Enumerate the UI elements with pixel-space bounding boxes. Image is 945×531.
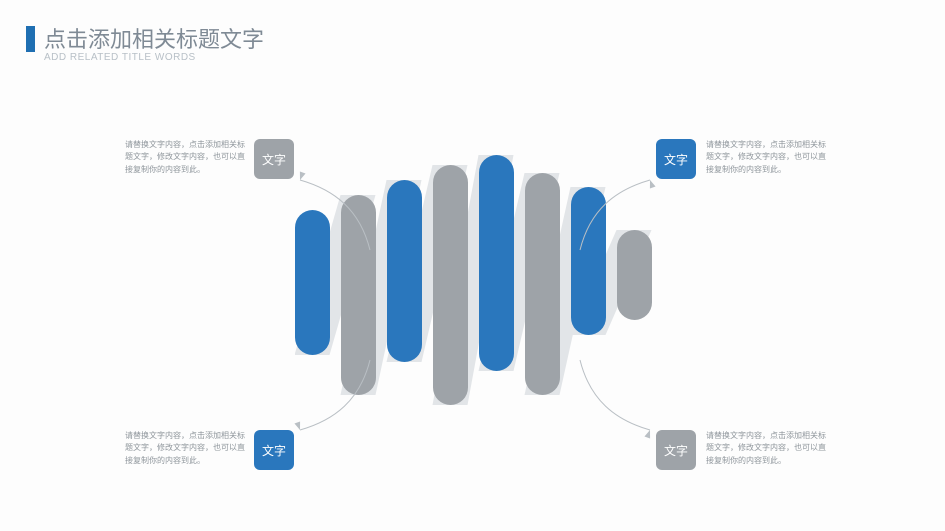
callout-text-bl: 请替换文字内容，点击添加相关标题文字，修改文字内容，也可以直接复制你的内容到此。 — [125, 430, 245, 467]
callout-box-label: 文字 — [664, 442, 688, 459]
callout-box-tr: 文字 — [656, 139, 696, 179]
callout-box-tl: 文字 — [254, 139, 294, 179]
callout-box-bl: 文字 — [254, 430, 294, 470]
callout-text-tr: 请替换文字内容，点击添加相关标题文字，修改文字内容，也可以直接复制你的内容到此。 — [706, 139, 826, 176]
callout-box-label: 文字 — [664, 151, 688, 168]
callout-box-br: 文字 — [656, 430, 696, 470]
callout-box-label: 文字 — [262, 442, 286, 459]
slide: 点击添加相关标题文字 ADD RELATED TITLE WORDS 文字请替换… — [0, 0, 945, 531]
callout-text-tl: 请替换文字内容，点击添加相关标题文字，修改文字内容，也可以直接复制你的内容到此。 — [125, 139, 245, 176]
callout-box-label: 文字 — [262, 151, 286, 168]
callout-text-br: 请替换文字内容，点击添加相关标题文字，修改文字内容，也可以直接复制你的内容到此。 — [706, 430, 826, 467]
